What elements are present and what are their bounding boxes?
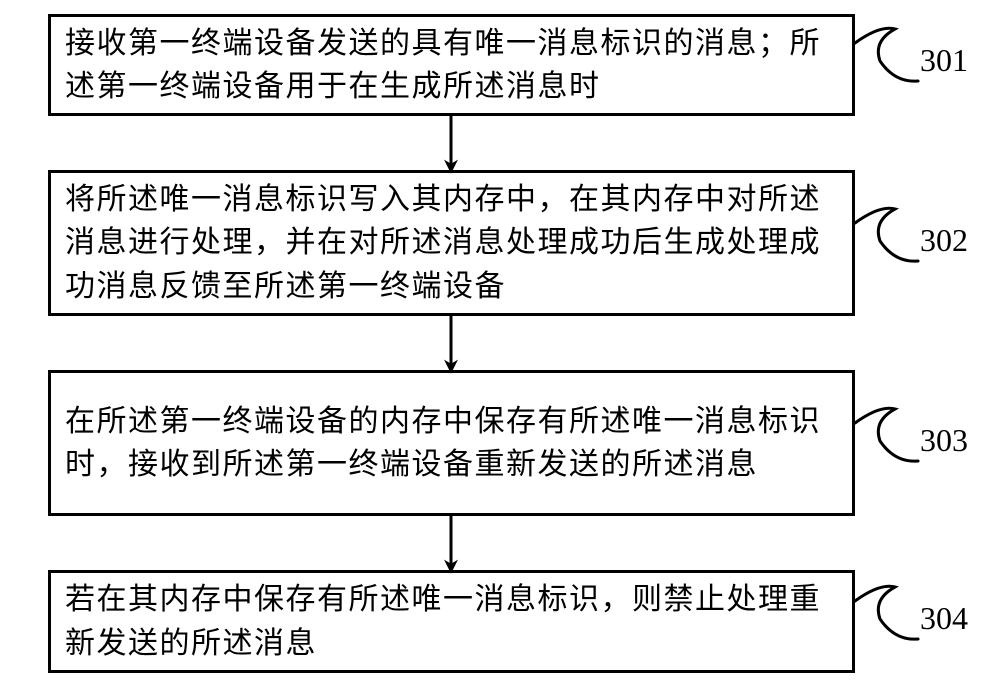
flow-node-text: 接收第一终端设备发送的具有唯一消息标识的消息；所述第一终端设备用于在生成所述消息… [51,16,852,115]
flow-node-304: 若在其内存中保存有所述唯一消息标识，则禁止处理重新发送的所述消息 [48,570,855,673]
flow-node-text: 若在其内存中保存有所述唯一消息标识，则禁止处理重新发送的所述消息 [51,572,852,671]
ref-label-303: 303 [920,422,968,459]
flow-node-text: 将所述唯一消息标识写入其内存中，在其内存中对所述消息进行处理，并在对所述消息处理… [51,172,852,315]
flow-node-303: 在所述第一终端设备的内存中保存有所述唯一消息标识时，接收到所述第一终端设备重新发… [48,370,855,516]
flowchart-canvas: 接收第一终端设备发送的具有唯一消息标识的消息；所述第一终端设备用于在生成所述消息… [0,0,1000,689]
callouts-group [855,28,918,639]
ref-label-302: 302 [920,222,968,259]
ref-label-301: 301 [920,42,968,79]
flow-node-text: 在所述第一终端设备的内存中保存有所述唯一消息标识时，接收到所述第一终端设备重新发… [51,394,852,493]
callout-squiggle [855,408,918,461]
callout-squiggle [855,586,918,639]
flow-node-301: 接收第一终端设备发送的具有唯一消息标识的消息；所述第一终端设备用于在生成所述消息… [48,14,855,116]
flow-node-302: 将所述唯一消息标识写入其内存中，在其内存中对所述消息进行处理，并在对所述消息处理… [48,170,855,316]
callout-squiggle [855,28,918,81]
callout-squiggle [855,208,918,261]
ref-label-304: 304 [920,600,968,637]
